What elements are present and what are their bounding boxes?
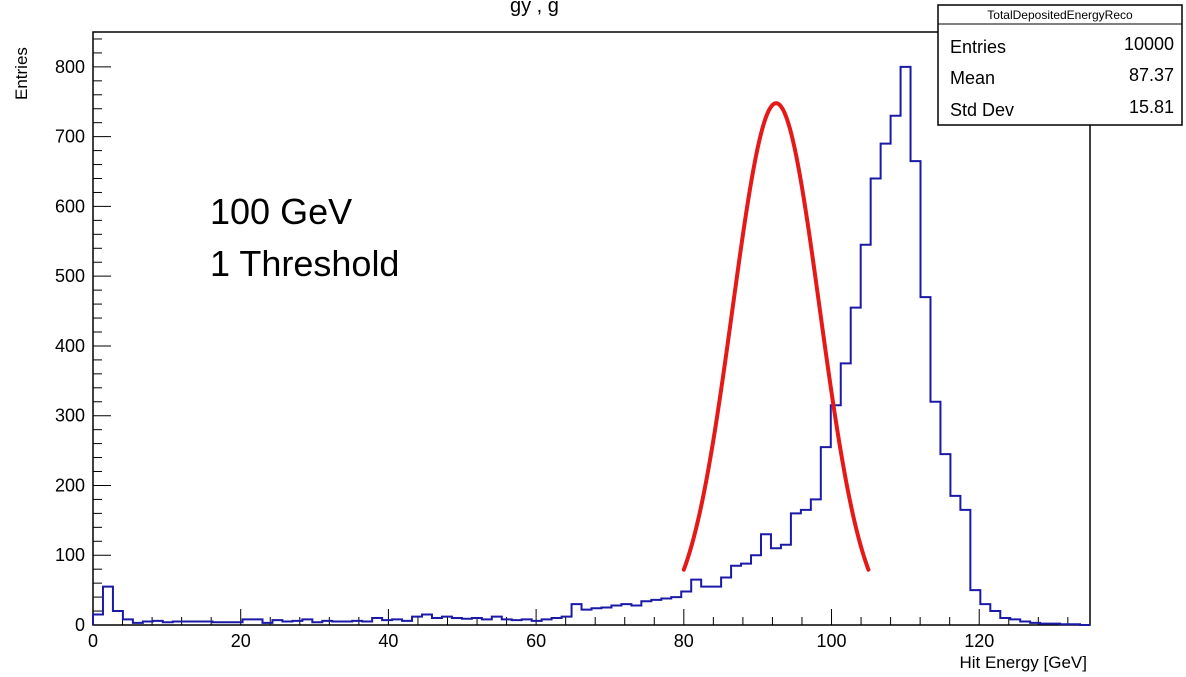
y-tick-label: 0: [75, 615, 85, 635]
y-tick-label: 500: [55, 266, 85, 286]
chart-title-fragment: gy , g: [510, 0, 559, 17]
x-tick-label: 80: [674, 631, 694, 651]
x-axis-label: Hit Energy [GeV]: [959, 653, 1087, 672]
stats-entries-label: Entries: [950, 37, 1006, 57]
x-tick-label: 120: [964, 631, 994, 651]
stats-stddev-value: 15.81: [1129, 97, 1174, 117]
y-tick-label: 600: [55, 196, 85, 216]
y-tick-label: 200: [55, 475, 85, 495]
stats-box: TotalDepositedEnergyReco Entries 10000 M…: [937, 4, 1183, 126]
plot-frame: [92, 31, 1091, 626]
stats-mean-label: Mean: [950, 68, 995, 88]
y-tick-label: 800: [55, 57, 85, 77]
y-tick-label: 100: [55, 545, 85, 565]
x-tick-label: 60: [526, 631, 546, 651]
y-axis: 0 100 200 300 400 500 600 700 800: [55, 38, 111, 635]
histogram-series: [92, 65, 1090, 626]
stats-mean-value: 87.37: [1129, 65, 1174, 85]
stats-box-name: TotalDepositedEnergyReco: [987, 8, 1133, 22]
x-tick-label: 100: [816, 631, 846, 651]
annotation-threshold: 1 Threshold: [210, 243, 399, 284]
y-tick-label: 400: [55, 336, 85, 356]
annotation-energy: 100 GeV: [210, 191, 352, 232]
x-axis: 0 20 40 60 80 100 120: [88, 609, 1069, 651]
x-tick-label: 40: [378, 631, 398, 651]
y-tick-label: 300: [55, 406, 85, 426]
x-tick-label: 20: [231, 631, 251, 651]
y-tick-label: 700: [55, 127, 85, 147]
stats-entries-value: 10000: [1124, 34, 1174, 54]
x-tick-label: 0: [88, 631, 98, 651]
y-axis-label: Entries: [12, 47, 31, 100]
stats-stddev-label: Std Dev: [950, 100, 1014, 120]
gaussian-fit-curve: [681, 101, 871, 572]
